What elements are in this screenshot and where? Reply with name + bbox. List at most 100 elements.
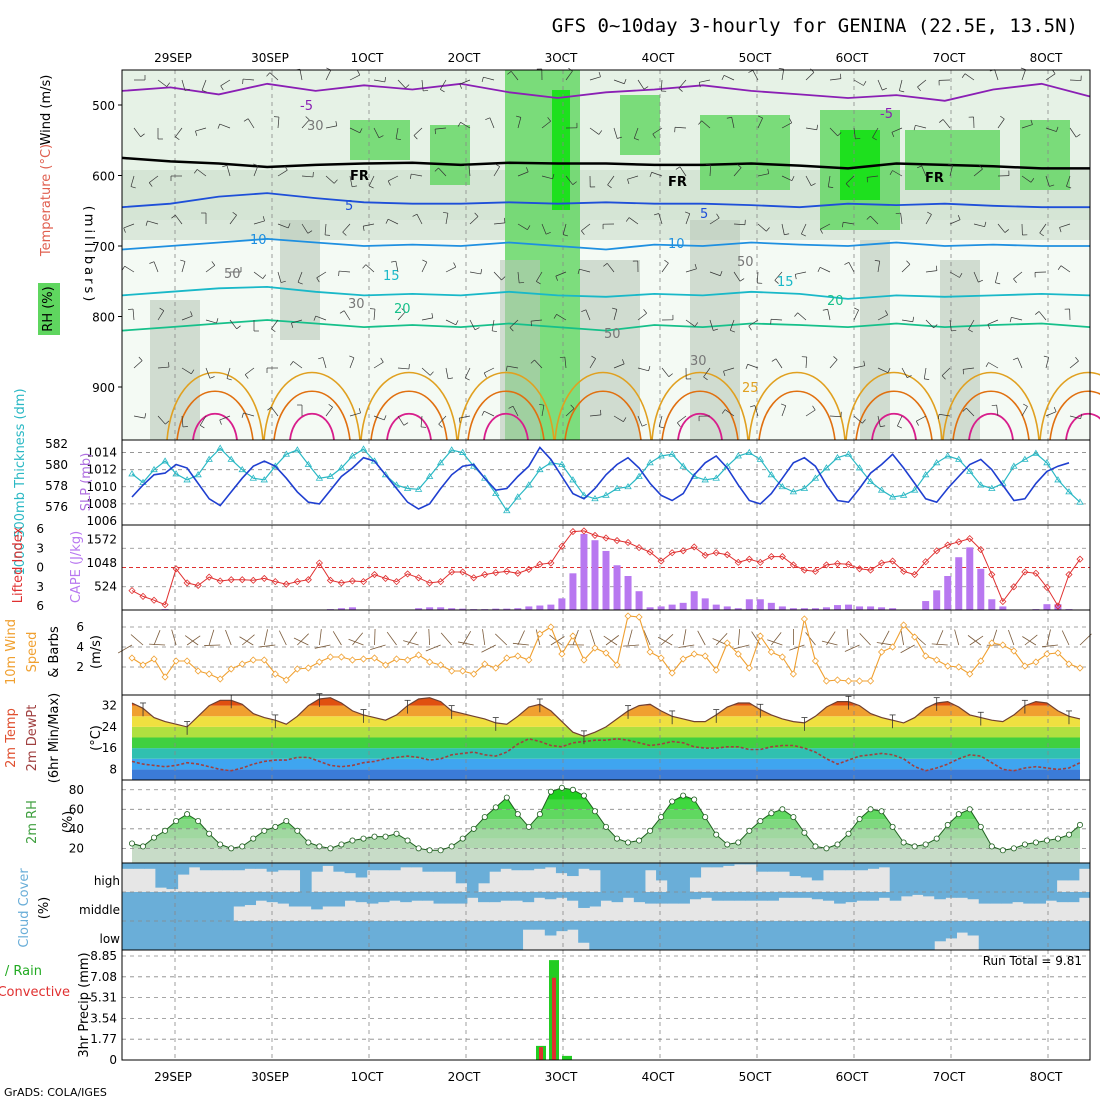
wind-barb [171, 214, 176, 219]
wind-speed-point [128, 654, 136, 662]
wind-barb [474, 212, 479, 217]
wind-barb [204, 644, 221, 646]
wind-barb [1038, 311, 1047, 321]
rh-point [173, 818, 180, 825]
thickness-point [1043, 459, 1051, 466]
wind-barb [269, 72, 279, 81]
rh-point [977, 823, 984, 830]
wind-barb [906, 375, 912, 379]
li-point [822, 561, 831, 569]
wind-barb [833, 356, 838, 360]
wind-barb [994, 69, 999, 81]
contour-label: 25 [742, 381, 759, 396]
wind-barb [623, 417, 627, 422]
wind-speed-point [459, 667, 467, 675]
y-tick-cape: 1572 [86, 533, 117, 547]
isotherm-line [845, 371, 943, 441]
li-point [911, 570, 919, 579]
thickness-point [558, 460, 566, 467]
wind-barb [297, 271, 303, 283]
wind-speed-point [514, 652, 522, 660]
wind-barb [482, 629, 486, 646]
cloud-bar [288, 863, 301, 871]
cloud-bar [1012, 921, 1024, 950]
wind-barb [555, 271, 567, 277]
thickness-point [800, 484, 809, 491]
y-axis-label-temp-c: (6hr Min/Max) [47, 693, 62, 783]
cloud-bar [867, 863, 880, 869]
thickness-point [304, 460, 313, 467]
wind-speed-point [260, 656, 268, 664]
dewpoint-line [131, 737, 1081, 772]
thickness-point [921, 471, 930, 478]
wind-barb [373, 79, 385, 83]
li-point [723, 551, 731, 559]
wind-barb [229, 319, 237, 329]
wind-barb [284, 165, 288, 171]
cloud-bar [122, 892, 134, 921]
thickness-point [1010, 462, 1018, 469]
wind-barb [297, 633, 309, 646]
wind-speed-point [866, 677, 875, 685]
date-label-bottom: 3OCT [545, 1070, 578, 1084]
cloud-bar [133, 863, 145, 869]
wind-barb [413, 127, 423, 136]
wind-barb [517, 271, 520, 283]
wind-speed-point [789, 670, 797, 678]
isotherm-line [1039, 371, 1100, 441]
thickness-point [624, 483, 632, 490]
li-point [833, 560, 842, 568]
wind-barb [936, 630, 944, 646]
cloud-bar [466, 863, 479, 892]
cape-bar [459, 608, 467, 610]
cloud-bar [344, 892, 357, 901]
cloud-bar [411, 921, 423, 950]
thickness-point [172, 470, 180, 477]
cloud-bar [1012, 892, 1024, 903]
cloud-bar [1000, 892, 1013, 904]
wind-barb [675, 126, 687, 129]
wind-barb [606, 263, 615, 273]
li-point [800, 566, 808, 574]
wind-barb [469, 271, 481, 275]
wind-barb [448, 377, 454, 380]
wind-barb [906, 260, 911, 265]
li-point [128, 587, 136, 595]
contour-label: 50 [737, 255, 754, 270]
wind-barb [197, 169, 207, 177]
wind-barb [1024, 634, 1038, 646]
temp-band [132, 737, 1080, 749]
li-point [337, 579, 346, 587]
wind-barb [301, 119, 310, 129]
wind-speed-point [503, 654, 511, 662]
cloud-bar [411, 892, 423, 901]
thickness-slp-hgrid [122, 452, 1090, 505]
wind-speed-point [1032, 658, 1040, 666]
wind-speed-point [216, 675, 224, 683]
wind-barb [678, 644, 695, 648]
cloud-bar [211, 892, 223, 921]
li-point [602, 534, 610, 542]
wind-barb [541, 175, 553, 180]
thickness-point [778, 483, 787, 490]
wind-speed-point [811, 657, 820, 665]
panels-layer [117, 67, 1100, 1061]
cape-bar [426, 607, 434, 610]
wind-barb [628, 217, 639, 225]
wind-barb [822, 308, 828, 311]
cloud-bar [166, 892, 179, 921]
wind-barb [138, 356, 143, 361]
wind-barb [995, 282, 1001, 285]
wind-barb [534, 359, 543, 369]
cloud-bar [811, 892, 824, 900]
wind-barb [1057, 265, 1062, 270]
wind-barb [633, 127, 639, 139]
cloud-bar [656, 921, 668, 950]
cloud-bar [811, 921, 824, 950]
cape-bar [734, 608, 742, 610]
wind-barb [589, 76, 601, 81]
cloud-bar [889, 863, 902, 892]
wind-barb [939, 413, 951, 417]
isotherm-line [758, 390, 836, 441]
thickness-point [1076, 498, 1084, 505]
